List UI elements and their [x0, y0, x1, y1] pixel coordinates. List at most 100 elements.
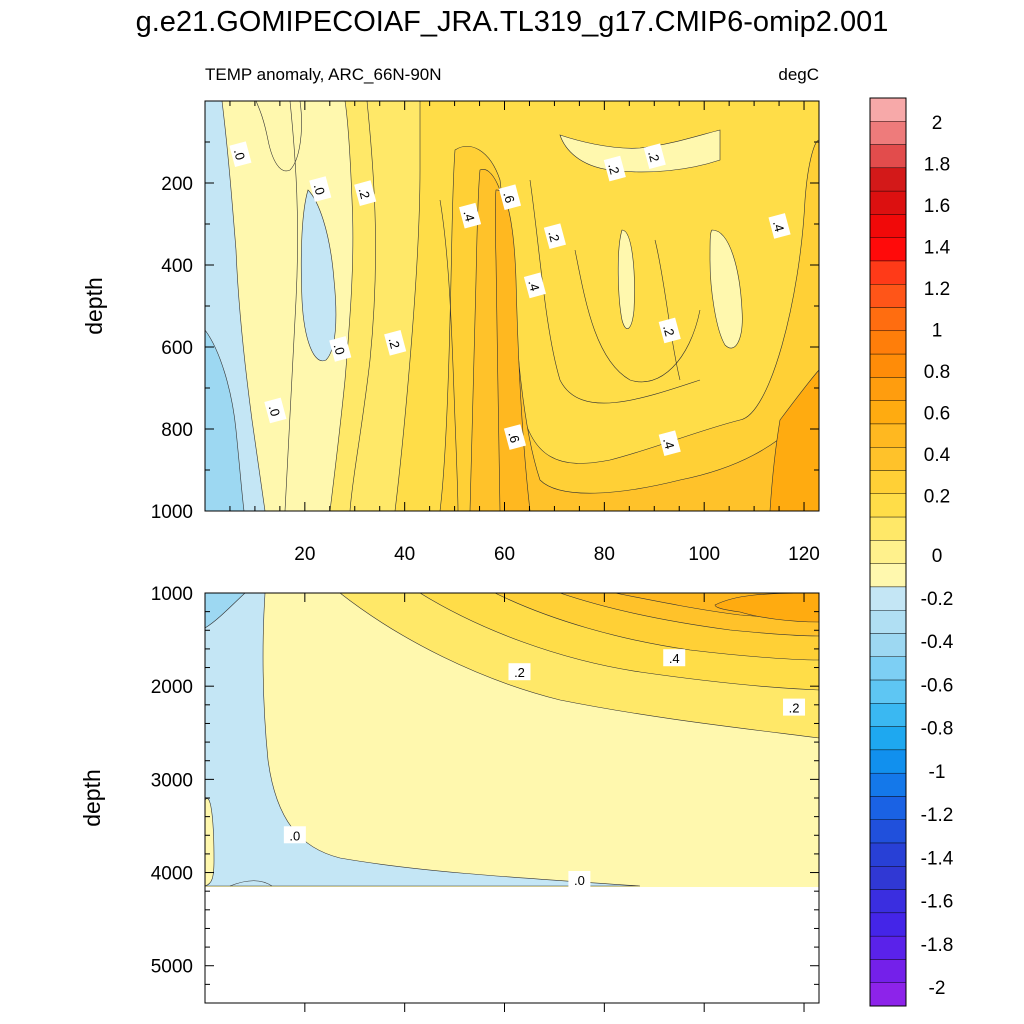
- colorbar-swatch: [869, 563, 907, 588]
- upper-contour-label-text: .2: [605, 162, 622, 176]
- lower-ytick-label: 5000: [151, 957, 193, 978]
- lower-ytick-label: 2000: [151, 677, 193, 698]
- colorbar-swatch: [869, 679, 907, 704]
- colorbar-label: 1: [932, 321, 943, 342]
- figure-title: g.e21.GOMIPECOIAF_JRA.TL319_g17.CMIP6-om…: [135, 6, 889, 38]
- upper-contour-label-text: .0: [231, 147, 248, 161]
- colorbar-swatch: [869, 121, 907, 145]
- colorbar-swatch: [869, 703, 907, 727]
- upper-contour-label-bg: [329, 336, 352, 362]
- lower-left-pocket: [205, 798, 215, 887]
- colorbar-label: -1.8: [921, 935, 954, 956]
- colorbar-swatch: [869, 842, 907, 867]
- upper-contour-label: .6: [498, 184, 522, 211]
- colorbar-label: 0: [932, 546, 943, 567]
- upper-contour-label-bg: [658, 317, 681, 344]
- upper-contour-label-bg: [354, 180, 377, 206]
- upper-panel-field: [205, 101, 819, 511]
- colorbar-label: 1.4: [924, 238, 951, 259]
- lower-contour-label: .4: [663, 649, 686, 667]
- colorbar-swatch: [869, 423, 907, 448]
- colorbar-swatch: [869, 307, 907, 332]
- colorbar-swatch: [869, 796, 907, 820]
- colorbar-swatch: [869, 889, 907, 914]
- colorbar-swatch: [869, 772, 907, 797]
- upper-contour-label: .2: [354, 180, 377, 206]
- colorbar-label: 0.6: [924, 404, 950, 425]
- colorbar-frame: [869, 97, 907, 1007]
- lower-contour-label-bg: [663, 649, 686, 667]
- upper-contour-label-bg: [498, 184, 522, 211]
- upper-contour-label-text: .2: [386, 336, 403, 350]
- colorbar-label: -1.2: [921, 805, 954, 826]
- colorbar-swatch: [869, 167, 907, 192]
- colorbar-swatch: [869, 214, 907, 238]
- colorbar-label: -1: [929, 762, 946, 783]
- lower-contour-labels: .2 .4 .2 .0 .0: [283, 649, 806, 888]
- colorbar-swatch: [869, 493, 907, 518]
- colorbar-swatch: [869, 190, 907, 215]
- colorbar-swatch: [869, 97, 907, 122]
- colorbar-label: 0.4: [924, 445, 951, 466]
- colorbar-swatch: [869, 819, 907, 844]
- upper-contour-label-bg: [768, 213, 791, 239]
- colorbar-swatch: [869, 656, 907, 681]
- colorbar-label: -1.4: [921, 848, 954, 869]
- upper-pocket-3: [559, 129, 721, 173]
- upper-contour-label-bg: [229, 141, 252, 167]
- colorbar-swatch: [869, 540, 907, 564]
- upper-contour-label-text: .0: [266, 404, 283, 418]
- upper-xtick-label: 60: [494, 544, 515, 565]
- upper-ytick-label: 600: [161, 338, 193, 359]
- upper-ytick-label: 800: [161, 420, 193, 441]
- upper-contour-label: .0: [229, 141, 252, 167]
- upper-contour-label: .2: [384, 329, 407, 356]
- colorbar-label: 0.2: [924, 487, 950, 508]
- colorbar-swatch: [869, 284, 907, 308]
- upper-contour-label: .0: [309, 176, 332, 202]
- colorbar-label: -0.4: [921, 632, 954, 653]
- colorbar-swatch: [869, 400, 907, 425]
- colorbar-label: 1.8: [924, 155, 950, 176]
- upper-pocket-4: [255, 101, 302, 172]
- lower-contour-line-deep: [229, 880, 273, 887]
- upper-contour-label-text: .4: [460, 209, 477, 223]
- colorbar-label: 1.6: [924, 196, 950, 217]
- upper-contour-label-bg: [503, 424, 527, 450]
- upper-contour-label: .2: [658, 317, 681, 344]
- upper-ytick-label: 400: [161, 256, 193, 277]
- colorbar-swatch: [869, 982, 907, 1007]
- upper-contour-label: .4: [658, 430, 681, 457]
- upper-contour-label: .2: [543, 223, 566, 249]
- upper-negative-region-center: [300, 189, 337, 362]
- lower-contour-label-text: .0: [574, 873, 585, 888]
- upper-panel-axes: 200 400 600 800 1000 20 40 60 80 100 120: [151, 101, 820, 565]
- colorbar-label: -0.6: [921, 675, 954, 696]
- upper-contour-label-text: .4: [525, 278, 542, 292]
- lower-contour-label-bg: [783, 698, 806, 716]
- lower-contour-label-text: .4: [669, 651, 680, 666]
- lower-contour-label: .0: [568, 871, 591, 888]
- upper-xtick-label: 120: [788, 544, 820, 565]
- upper-contour-label: .6: [503, 424, 527, 450]
- colorbar-swatch: [869, 330, 907, 355]
- lower-panel-axes: 1000 2000 3000 4000 5000: [151, 584, 819, 1012]
- colorbar-label: -1.6: [921, 892, 954, 913]
- lower-ylabel: depth: [79, 769, 105, 827]
- upper-contour-label-text: .6: [500, 190, 517, 204]
- upper-contour-label-text: .0: [311, 182, 328, 196]
- colorbar-swatch: [869, 260, 907, 285]
- colorbar-swatch: [869, 749, 907, 774]
- lower-contour-label-bg: [508, 663, 531, 681]
- lower-contour-label: .2: [783, 698, 806, 716]
- upper-contour-label: .4: [523, 272, 547, 299]
- lower-band-0.7: [714, 593, 819, 623]
- colorbar-swatch: [869, 353, 907, 378]
- colorbar-label: 2: [932, 113, 943, 134]
- upper-contour-label: .4: [768, 213, 791, 239]
- panel-variable-label: TEMP anomaly, ARC_66N-90N: [205, 65, 442, 84]
- panel-units-label: degC: [778, 65, 819, 84]
- lower-panel-field: [205, 593, 819, 887]
- upper-contour-label-text: .4: [660, 436, 677, 450]
- upper-contour-label-text: .6: [505, 430, 522, 444]
